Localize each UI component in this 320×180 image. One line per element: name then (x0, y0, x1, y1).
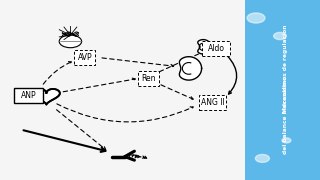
Text: Ren: Ren (141, 74, 156, 83)
FancyBboxPatch shape (199, 95, 227, 110)
Circle shape (255, 154, 269, 162)
Text: ANP: ANP (21, 91, 36, 100)
FancyBboxPatch shape (139, 71, 159, 86)
Text: Aldo: Aldo (207, 44, 225, 53)
Text: Mecanismos de regulacion: Mecanismos de regulacion (283, 24, 288, 113)
FancyBboxPatch shape (19, 88, 39, 103)
Text: del balance hidrosalino: del balance hidrosalino (283, 76, 288, 154)
Text: ANP: ANP (21, 91, 36, 100)
Circle shape (59, 35, 82, 48)
FancyBboxPatch shape (14, 88, 43, 103)
Text: ANG II: ANG II (201, 98, 225, 107)
Circle shape (282, 138, 291, 143)
Bar (245, 0, 320, 180)
Polygon shape (33, 89, 60, 105)
Circle shape (274, 32, 286, 40)
FancyBboxPatch shape (203, 41, 230, 56)
FancyBboxPatch shape (75, 50, 95, 65)
Polygon shape (198, 40, 211, 54)
Polygon shape (180, 57, 202, 80)
Circle shape (247, 13, 265, 23)
Text: AVP: AVP (77, 53, 92, 62)
